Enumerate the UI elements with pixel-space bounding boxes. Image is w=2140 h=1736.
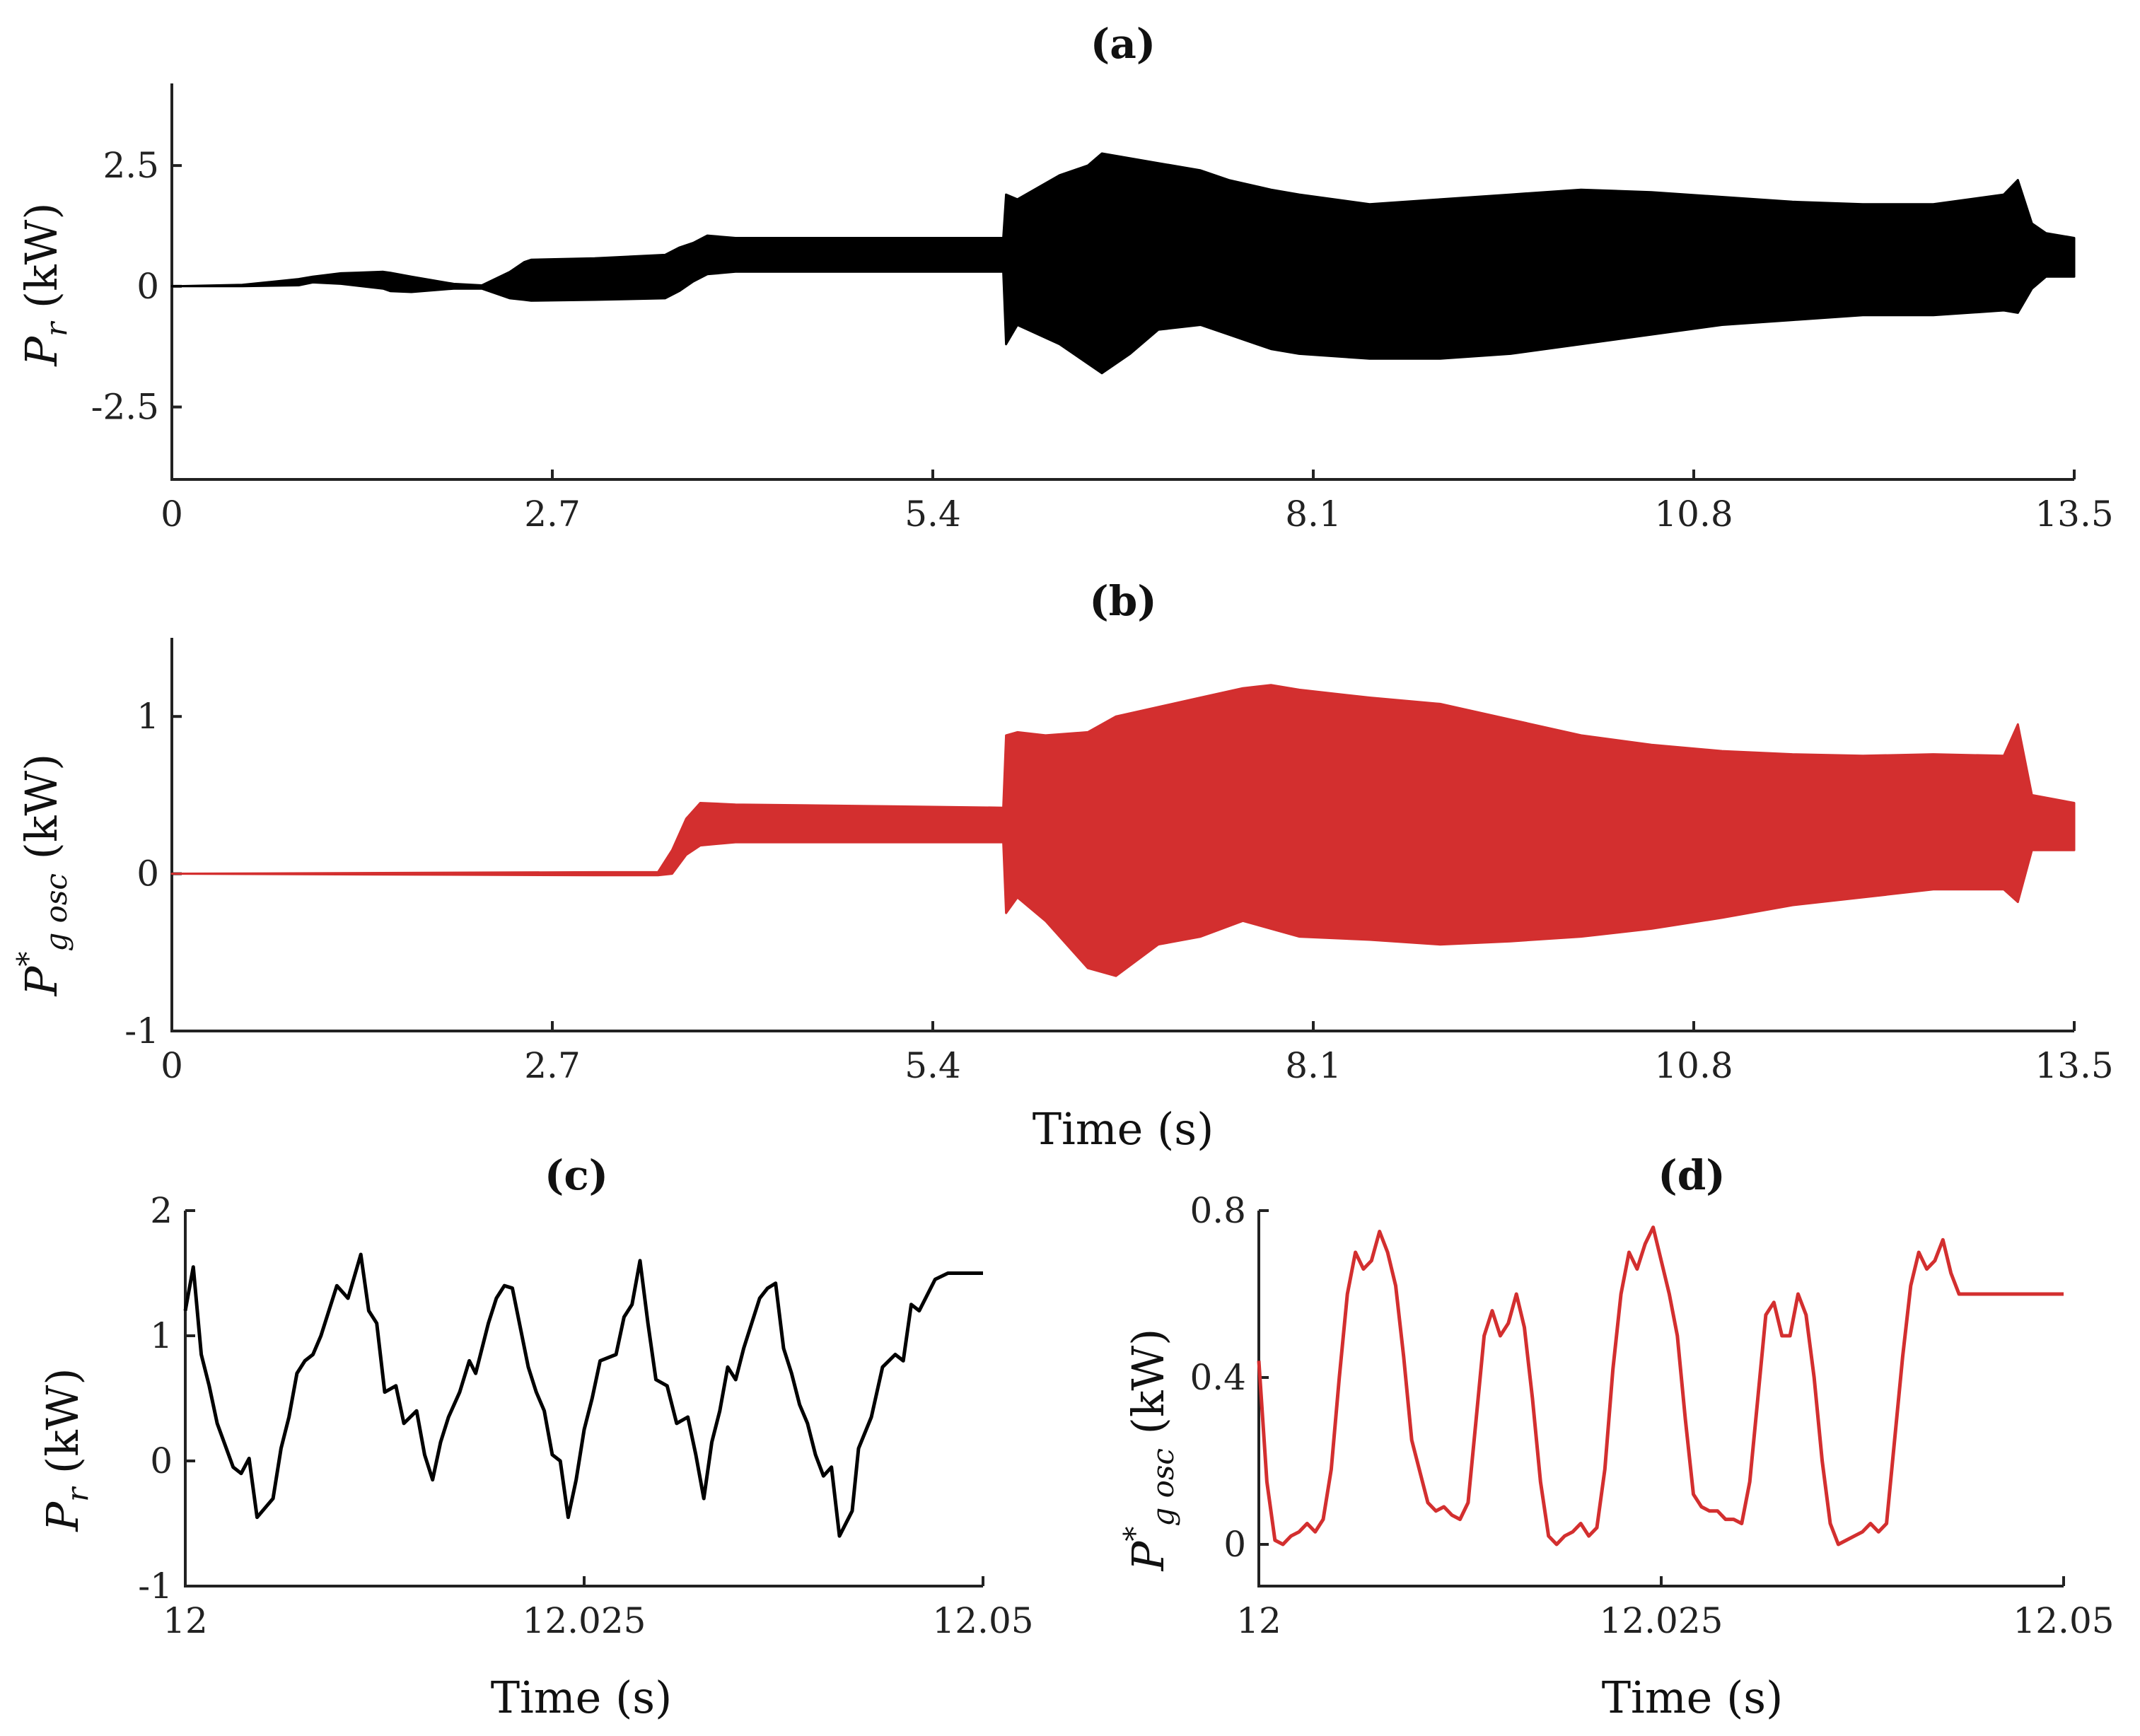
panel-c-xtick-label: 12.05 bbox=[932, 1600, 1033, 1641]
panel-c-xtick-label: 12.025 bbox=[523, 1600, 646, 1641]
panel-d-series-line bbox=[1257, 1225, 2064, 1546]
panel-b-ytick-label: 1 bbox=[136, 696, 159, 737]
panel-a-xtick-label: 10.8 bbox=[1654, 494, 1733, 535]
panel-b-xtick-label: 0 bbox=[161, 1045, 183, 1086]
panel-b-xtick-label: 5.4 bbox=[905, 1045, 961, 1086]
panel-d-xtick-label: 12.05 bbox=[2013, 1600, 2114, 1641]
panel-d-xtick-label: 12.025 bbox=[1600, 1600, 1723, 1641]
panel-c-xtick-label: 12 bbox=[163, 1600, 208, 1641]
panel-b-xlabel: Time (s) bbox=[1033, 1103, 1214, 1155]
panel-c-ytick-label: 2 bbox=[150, 1190, 173, 1231]
panel-a-xtick-label: 8.1 bbox=[1285, 494, 1342, 535]
panel-d-ytick-label: 0 bbox=[1223, 1524, 1246, 1565]
panel-b-ytick-label: 0 bbox=[136, 854, 159, 895]
panel-a: (a) Pr (kW) 0 2.7 5.4 8.1 10.8 13.5 -2.5 0 2.5 bbox=[16, 20, 2114, 535]
panel-c-title: (c) bbox=[545, 1151, 608, 1199]
panel-b-ytick-label: -1 bbox=[124, 1010, 159, 1051]
panel-d-ytick-label: 0.4 bbox=[1190, 1357, 1246, 1398]
panel-a-xtick-label: 2.7 bbox=[524, 494, 581, 535]
panel-d-xlabel: Time (s) bbox=[1602, 1672, 1784, 1723]
panel-a-xtick-label: 0 bbox=[161, 494, 183, 535]
panel-b-series-envelope bbox=[170, 684, 2076, 977]
panel-c-xlabel: Time (s) bbox=[491, 1672, 673, 1723]
panel-b-title: (b) bbox=[1089, 577, 1156, 625]
panel-c-ylabel: Pr (kW) bbox=[37, 1368, 95, 1532]
panel-d-ytick-label: 0.8 bbox=[1190, 1190, 1246, 1231]
panel-a-xtick-label: 5.4 bbox=[905, 494, 961, 535]
panel-c-ytick-label: 1 bbox=[150, 1315, 173, 1356]
panel-d-xtick-label: 12 bbox=[1236, 1600, 1281, 1641]
panel-b-xtick-label: 2.7 bbox=[524, 1045, 581, 1086]
panel-a-ytick-label: 2.5 bbox=[103, 145, 159, 186]
panel-c-ytick-label: 0 bbox=[150, 1440, 173, 1481]
panel-b-xtick-label: 10.8 bbox=[1654, 1045, 1733, 1086]
panel-d-title: (d) bbox=[1658, 1151, 1725, 1199]
panel-a-series-envelope bbox=[170, 152, 2076, 375]
panel-c-series-line bbox=[183, 1252, 983, 1538]
panel-c-axes bbox=[184, 1211, 983, 1588]
panel-a-ytick-label: -2.5 bbox=[91, 387, 159, 428]
panel-a-ylabel: Pr (kW) bbox=[16, 202, 74, 366]
panel-b-xtick-label: 8.1 bbox=[1285, 1045, 1342, 1086]
panel-b-xtick-label: 13.5 bbox=[2035, 1045, 2113, 1086]
panel-b: (b) P*g osc (kW) Time (s) 0 2.7 5.4 8.1 10.8… bbox=[11, 577, 2114, 1155]
panel-c-ytick-label: -1 bbox=[138, 1566, 173, 1607]
panel-b-ylabel: P*g osc (kW) bbox=[11, 754, 74, 997]
panel-d: (d) P*g osc (kW) Time (s) 12 12.025 12.05 0… bbox=[1117, 1151, 2115, 1723]
panel-a-ytick-label: 0 bbox=[136, 266, 159, 307]
panel-d-ylabel: P*g osc (kW) bbox=[1117, 1329, 1180, 1572]
panel-a-xtick-label: 13.5 bbox=[2035, 494, 2113, 535]
panel-a-title: (a) bbox=[1091, 20, 1156, 68]
